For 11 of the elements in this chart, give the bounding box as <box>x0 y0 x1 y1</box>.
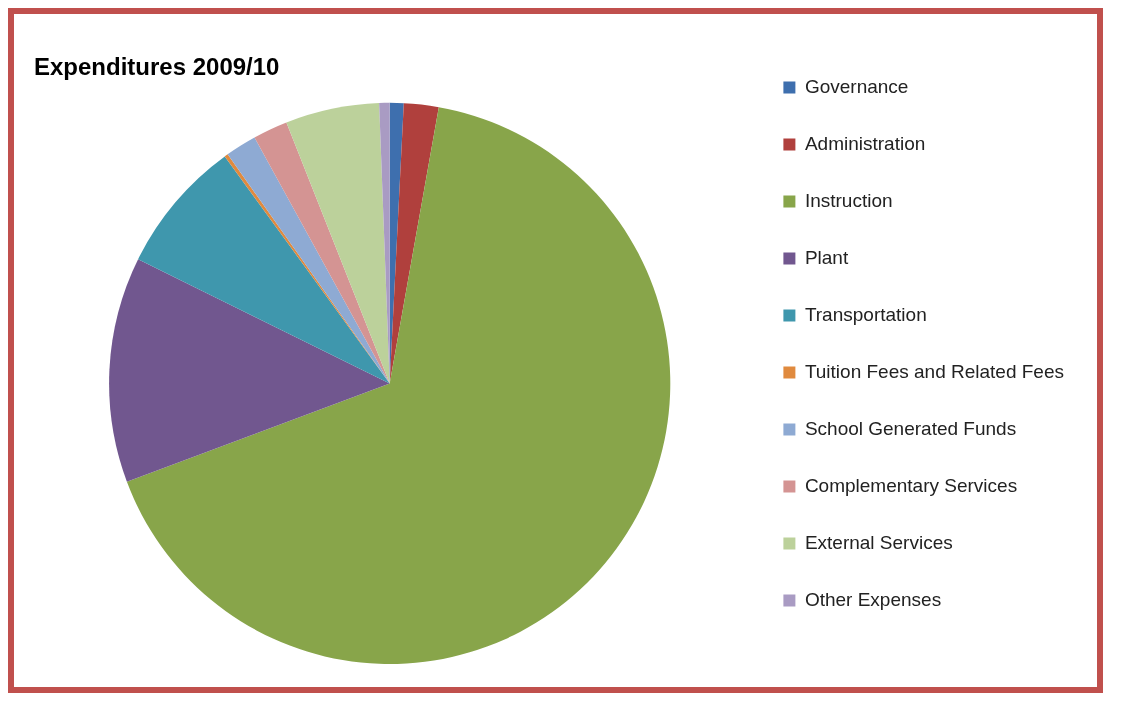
legend-label: External Services <box>804 531 953 553</box>
legend-label: Plant <box>804 246 849 268</box>
legend-label: Complementary Services <box>804 474 1018 496</box>
legend-label: Other Expenses <box>804 588 942 610</box>
legend-label: Administration <box>804 132 926 154</box>
legend-label: Governance <box>804 75 909 97</box>
chart-title: Expenditures 2009/10 <box>34 53 280 81</box>
legend-label: Tuition Fees and Related Fees <box>804 360 1064 382</box>
legend-label: Transportation <box>804 303 927 325</box>
legend-label: School Generated Funds <box>804 417 1017 439</box>
legend-label: Instruction <box>804 189 893 211</box>
